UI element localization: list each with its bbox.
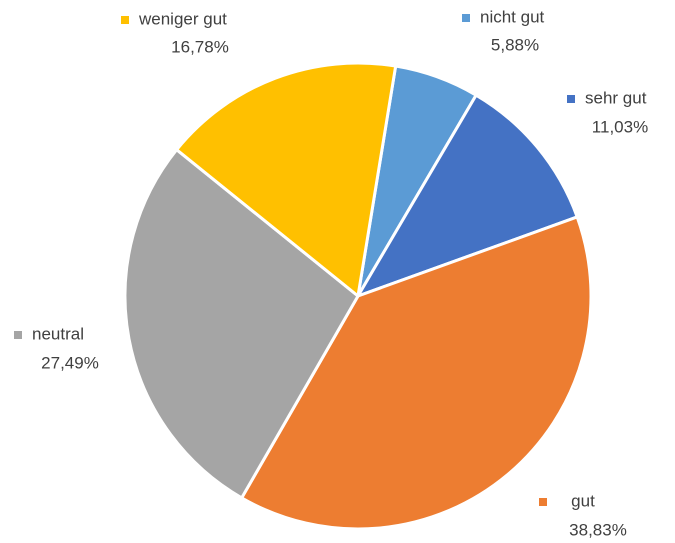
value-label: 16,78% bbox=[171, 37, 229, 56]
category-label: nicht gut bbox=[480, 7, 545, 26]
legend-swatch bbox=[121, 16, 129, 24]
pie-slice bbox=[175, 61, 398, 298]
category-label: neutral bbox=[32, 324, 84, 343]
category-label: sehr gut bbox=[585, 88, 647, 107]
legend-swatch bbox=[14, 331, 22, 339]
legend-swatch bbox=[539, 498, 547, 506]
category-label: gut bbox=[571, 491, 595, 510]
legend-swatch bbox=[462, 14, 470, 22]
value-label: 27,49% bbox=[41, 353, 99, 372]
pie-slice bbox=[356, 93, 579, 298]
category-label: weniger gut bbox=[138, 9, 227, 28]
pie-slice bbox=[123, 148, 360, 500]
value-label: 38,83% bbox=[569, 520, 627, 539]
value-label: 5,88% bbox=[491, 35, 539, 54]
value-label: 11,03% bbox=[592, 117, 648, 136]
pie-slice bbox=[240, 215, 593, 531]
legend-swatch bbox=[567, 95, 575, 103]
